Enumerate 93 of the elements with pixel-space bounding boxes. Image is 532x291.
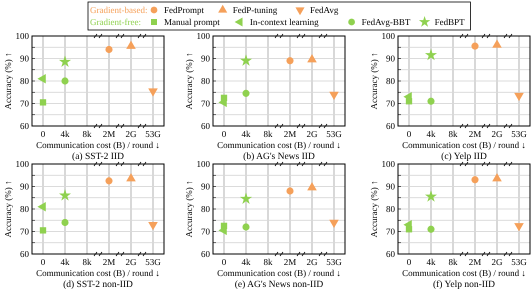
y-tick-label: 60 xyxy=(201,248,210,259)
x-tick-label: 2M xyxy=(468,129,482,139)
y-tick-label: 90 xyxy=(201,53,210,64)
y-axis-title: Accuracy (%) ↑ xyxy=(3,52,13,110)
x-tick-label: 0 xyxy=(406,129,412,139)
y-tick-label: 100 xyxy=(16,158,30,169)
y-tick-label: 90 xyxy=(20,53,30,64)
y-tick-label: 100 xyxy=(196,30,210,41)
x-tick-label: 2G xyxy=(306,129,318,139)
y-tick-label: 60 xyxy=(201,120,210,131)
y-axis-title: Accuracy (%) ↑ xyxy=(369,52,379,110)
legend-label: In-context learning xyxy=(250,16,320,27)
x-tick-label: 8k xyxy=(264,257,273,267)
text: (c) Yelp IID xyxy=(441,152,487,162)
text: Gradient-based: xyxy=(90,4,148,15)
x-axis-title: Communication cost (B) / round ↓ xyxy=(36,268,160,278)
text: (a) SST-2 IID xyxy=(72,152,124,162)
text: Gradient-free: xyxy=(90,16,141,27)
legend-label: FedPrompt xyxy=(164,4,205,15)
x-tick-label: 53G xyxy=(145,129,162,139)
x-tick-label: 4k xyxy=(426,257,436,267)
x-tick-label: 2G xyxy=(492,257,503,267)
x-axis-title: Communication cost (B) / round ↓ xyxy=(402,268,526,278)
x-tick-label: 0 xyxy=(40,257,46,267)
x-tick-label: 2G xyxy=(126,257,137,267)
x-tick-label: 4k xyxy=(242,129,251,139)
x-axis-title: Communication cost (B) / round ↓ xyxy=(217,268,341,278)
y-tick-label: 80 xyxy=(20,76,30,86)
legend-label: FedAvg xyxy=(310,4,339,15)
x-tick-label: 4k xyxy=(60,129,70,139)
x-tick-label: 0 xyxy=(40,129,46,139)
x-tick-label: 0 xyxy=(406,257,412,267)
x-tick-label: 8k xyxy=(264,129,273,139)
y-tick-label: 60 xyxy=(386,120,396,131)
y-tick-label: 60 xyxy=(20,120,30,131)
y-tick-label: 100 xyxy=(16,30,30,41)
y-tick-label: 80 xyxy=(201,76,210,86)
y-tick-label: 100 xyxy=(382,158,396,169)
x-axis-title: Communication cost (B) / round ↓ xyxy=(402,140,526,150)
x-tick-label: 53G xyxy=(511,257,528,267)
x-tick-label: 8k xyxy=(448,257,458,267)
x-tick-label: 4k xyxy=(426,129,436,139)
x-tick-label: 8k xyxy=(82,129,92,139)
y-tick-label: 70 xyxy=(20,226,30,236)
x-tick-label: 2G xyxy=(306,257,318,267)
y-tick-label: 90 xyxy=(386,53,396,64)
legend-label: FedP-tuning xyxy=(232,4,278,15)
x-tick-label: 2M xyxy=(468,257,482,267)
x-tick-label: 2M xyxy=(102,257,116,267)
x-axis-title: Communication cost (B) / round ↓ xyxy=(36,140,160,150)
x-tick-label: 4k xyxy=(242,257,251,267)
x-tick-label: 8k xyxy=(82,257,92,267)
legend-label: FedAvg-BBT xyxy=(362,16,411,27)
x-tick-label: 8k xyxy=(448,129,458,139)
y-axis-title: Accuracy (%) ↑ xyxy=(369,180,379,238)
legend-label: FedBPT xyxy=(434,16,466,27)
y-tick-label: 80 xyxy=(386,76,396,86)
text: (b) AG's News IID xyxy=(243,152,315,162)
y-axis-title: Accuracy (%) ↑ xyxy=(184,52,194,110)
y-tick-label: 80 xyxy=(386,204,396,214)
y-tick-label: 80 xyxy=(20,204,30,214)
y-tick-label: 100 xyxy=(382,30,396,41)
x-tick-label: 0 xyxy=(222,257,227,267)
x-tick-label: 4k xyxy=(60,257,70,267)
y-tick-label: 100 xyxy=(196,158,210,169)
y-tick-label: 90 xyxy=(201,181,210,192)
y-tick-label: 80 xyxy=(201,204,210,214)
x-axis-title: Communication cost (B) / round ↓ xyxy=(217,140,341,150)
x-tick-label: 0 xyxy=(222,129,227,139)
y-tick-label: 70 xyxy=(201,98,210,108)
x-tick-label: 2G xyxy=(126,129,137,139)
x-tick-label: 53G xyxy=(511,129,528,139)
y-tick-label: 70 xyxy=(201,226,210,236)
x-tick-label: 2M xyxy=(102,129,116,139)
x-tick-label: 2M xyxy=(284,257,296,267)
x-tick-label: 53G xyxy=(326,257,342,267)
text: (d) SST-2 non-IID xyxy=(63,280,134,290)
x-tick-label: 2G xyxy=(492,129,503,139)
y-tick-label: 60 xyxy=(386,248,396,259)
y-tick-label: 60 xyxy=(20,248,30,259)
y-tick-label: 70 xyxy=(386,226,396,236)
x-tick-label: 53G xyxy=(145,257,162,267)
text: (f) Yelp non-IID xyxy=(432,280,496,290)
y-tick-label: 90 xyxy=(386,181,396,192)
y-tick-label: 70 xyxy=(386,98,396,108)
y-axis-title: Accuracy (%) ↑ xyxy=(184,180,194,238)
text: (e) AG's News non-IID xyxy=(234,280,324,290)
y-axis-title: Accuracy (%) ↑ xyxy=(3,180,13,238)
y-tick-label: 70 xyxy=(20,98,30,108)
legend-label: Manual prompt xyxy=(164,16,220,27)
x-tick-label: 2M xyxy=(284,129,296,139)
y-tick-label: 90 xyxy=(20,181,30,192)
x-tick-label: 53G xyxy=(326,129,342,139)
